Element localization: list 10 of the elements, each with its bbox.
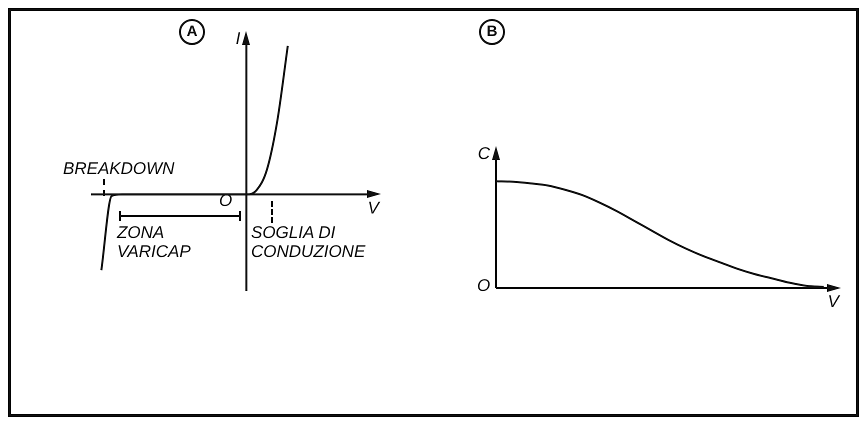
x-axis-title: V [828, 292, 841, 312]
annotation: ZONA VARICAP [117, 223, 192, 261]
x-axis-title: V [368, 198, 381, 218]
text: O [477, 276, 492, 295]
y-axis-title: I [236, 29, 241, 48]
y-axis-title: C [478, 144, 491, 164]
annotation: SOGLIA DI CONDUZIONE [251, 223, 366, 261]
chart-title: B [479, 19, 505, 45]
annotation: BREAKDOWN [63, 159, 174, 178]
chart-title: A [179, 19, 205, 45]
